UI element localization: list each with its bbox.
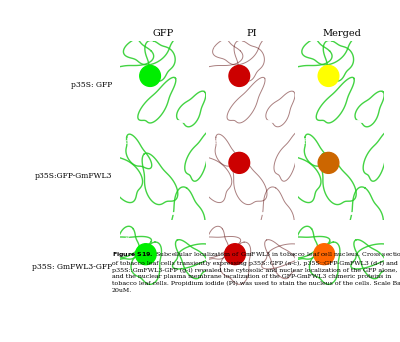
Text: a: a <box>124 47 129 55</box>
Text: i: i <box>303 230 305 238</box>
Text: GFP: GFP <box>152 29 174 38</box>
Text: b: b <box>214 47 219 55</box>
Text: p35S:GFP-GmFWL3: p35S:GFP-GmFWL3 <box>34 172 112 180</box>
Circle shape <box>318 65 339 87</box>
Circle shape <box>229 153 250 173</box>
Circle shape <box>136 244 156 265</box>
Text: h: h <box>214 230 219 238</box>
Text: f: f <box>303 139 306 146</box>
Text: g: g <box>124 230 130 238</box>
Text: p35S: GmFWL3-GFP: p35S: GmFWL3-GFP <box>32 263 112 271</box>
Text: Merged: Merged <box>322 29 361 38</box>
Text: $\bf{Figure\ S19.}$ Subcellular localization of GmFWL3 in tobacco leaf cell nucl: $\bf{Figure\ S19.}$ Subcellular localiza… <box>112 250 400 293</box>
Text: c: c <box>303 47 307 55</box>
Circle shape <box>225 244 245 265</box>
Circle shape <box>140 65 160 87</box>
Text: p35S: GFP: p35S: GFP <box>71 81 112 89</box>
Circle shape <box>229 65 250 87</box>
Text: e: e <box>214 139 218 146</box>
Text: d: d <box>124 139 130 146</box>
Circle shape <box>314 244 334 265</box>
Text: PI: PI <box>247 29 258 38</box>
Circle shape <box>318 153 339 173</box>
